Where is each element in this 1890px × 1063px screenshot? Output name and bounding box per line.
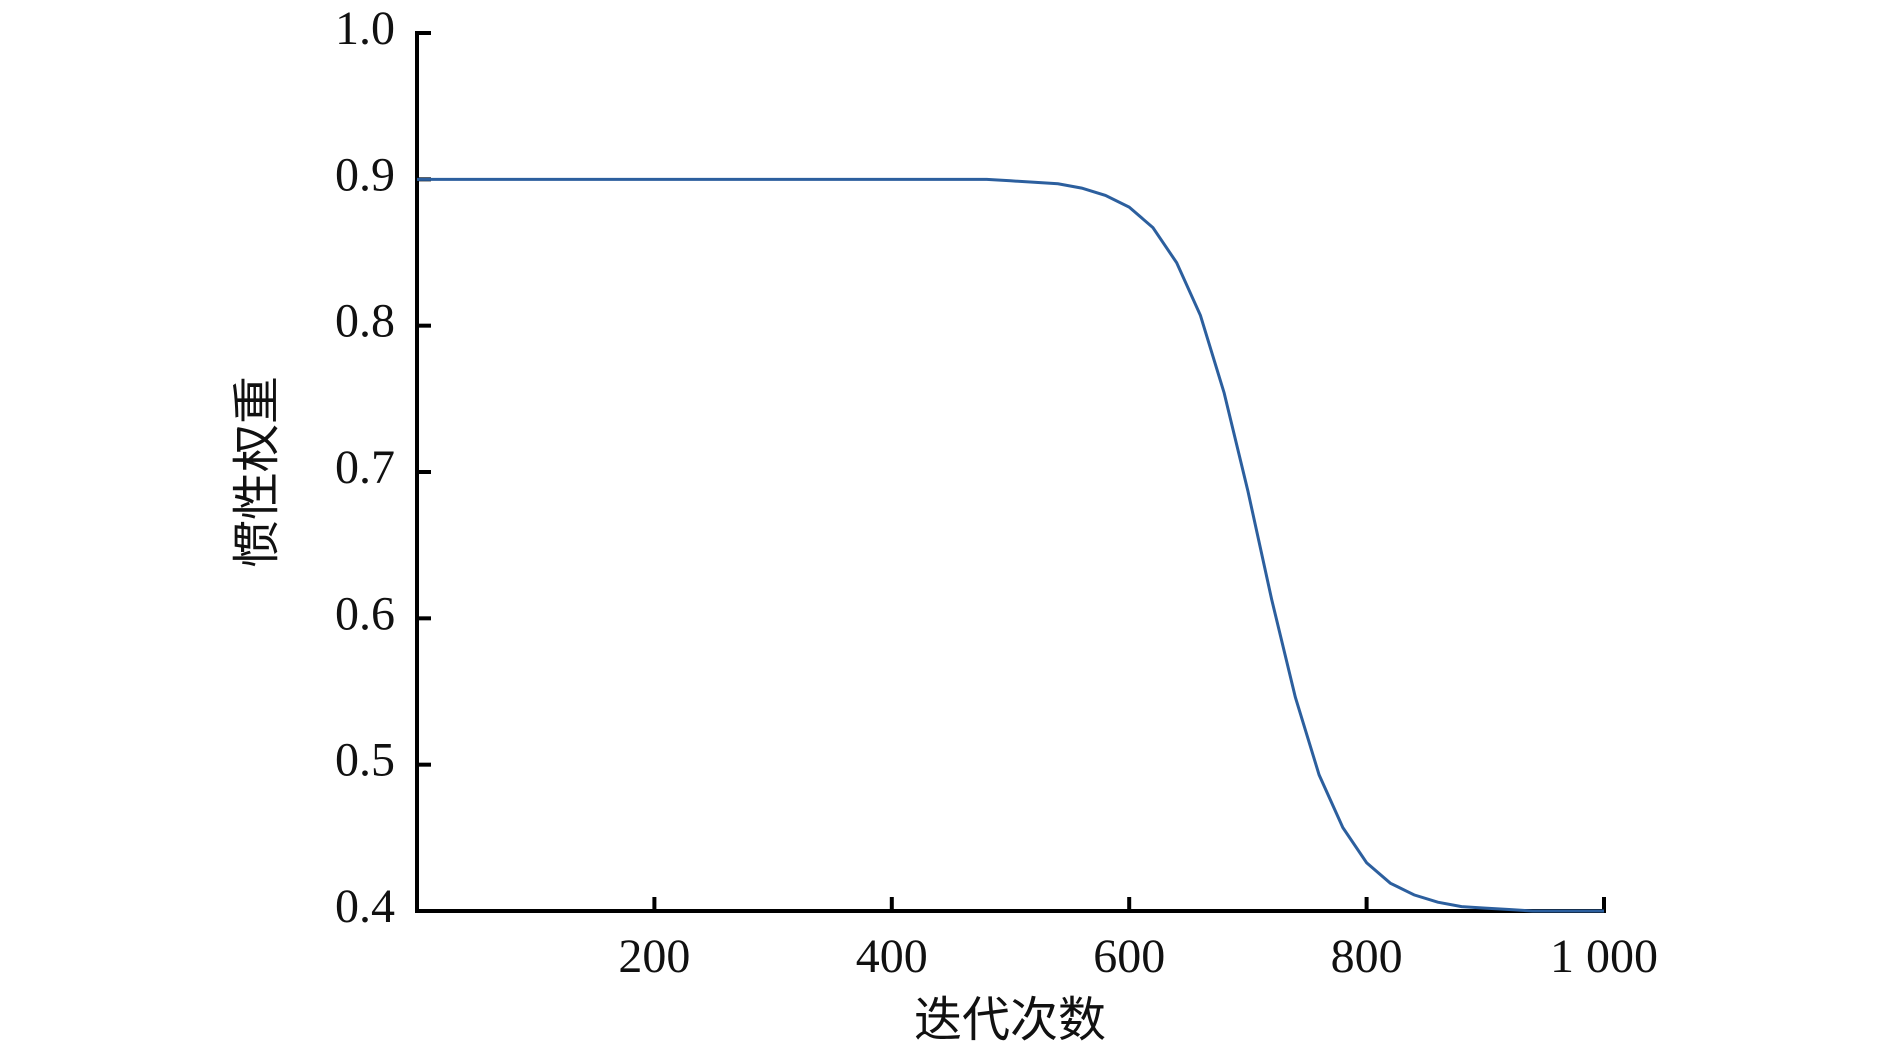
y-axis-label: 惯性权重 [231, 376, 284, 568]
y-tick-label: 0.4 [335, 880, 395, 933]
x-tick-label: 600 [1093, 930, 1165, 983]
y-tick-label: 0.6 [335, 587, 395, 640]
x-axis-label: 迭代次数 [914, 994, 1106, 1047]
y-tick-label: 1.0 [335, 2, 395, 55]
y-tick-label: 0.7 [335, 441, 395, 494]
y-tick-label: 0.9 [335, 148, 395, 201]
x-tick-label: 1 000 [1550, 930, 1658, 983]
y-tick-label: 0.8 [335, 295, 395, 348]
data-line [417, 177, 1604, 913]
x-tick-label: 400 [856, 930, 928, 983]
y-tick-label: 0.5 [335, 734, 395, 787]
x-tick-label: 200 [618, 930, 690, 983]
x-tick-label: 800 [1331, 930, 1403, 983]
